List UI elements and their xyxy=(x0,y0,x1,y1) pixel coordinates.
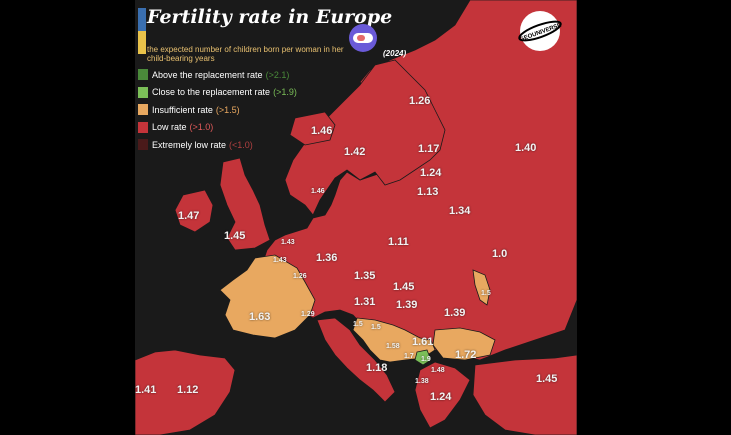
baby-bottle-icon xyxy=(343,18,383,58)
region-value-kosovo: 1.9 xyxy=(421,356,431,363)
region-value-portugal: 1.41 xyxy=(135,384,157,396)
legend-swatch xyxy=(138,121,148,133)
region-uk[interactable] xyxy=(219,157,271,251)
region-value-denmark: 1.46 xyxy=(311,188,325,195)
region-value-slovakia: 1.45 xyxy=(393,281,415,293)
legend-label: Close to the replacement rate xyxy=(152,87,271,98)
region-iceland[interactable] xyxy=(289,111,336,146)
region-value-belgium: 1.43 xyxy=(273,257,287,264)
region-greece[interactable] xyxy=(414,361,471,429)
legend-label: Extremely low rate xyxy=(152,139,227,150)
region-value-italy: 1.18 xyxy=(366,362,388,374)
region-value-croatia: 1.5 xyxy=(371,324,381,331)
region-value-moldova: 1.5 xyxy=(481,290,491,297)
region-value-switzerland: 1.29 xyxy=(301,311,315,318)
region-france[interactable] xyxy=(219,254,316,339)
legend-item-insufficient: Insufficient rate (>1.5) xyxy=(138,101,297,119)
region-iberia[interactable] xyxy=(135,349,236,435)
legend-value: (>1.5) xyxy=(215,104,240,115)
year-label: (2024) xyxy=(383,49,407,58)
map-title: Fertility rate in Europe xyxy=(147,6,393,28)
region-value-france: 1.63 xyxy=(249,311,271,323)
map-subtitle: the expected number of children born per… xyxy=(147,45,344,63)
region-value-netherlands: 1.43 xyxy=(281,239,295,246)
region-value-czechia: 1.35 xyxy=(354,270,376,282)
legend-value: (>2.1) xyxy=(265,69,290,80)
region-value-united-kingdom: 1.45 xyxy=(224,230,246,242)
legend-value: (>1.9) xyxy=(273,87,297,98)
region-value-lithuania: 1.13 xyxy=(417,186,439,198)
region-value-belarus: 1.34 xyxy=(449,205,471,217)
region-kosovo[interactable] xyxy=(414,349,432,366)
region-value-hungary: 1.39 xyxy=(396,299,418,311)
region-italy[interactable] xyxy=(316,317,396,403)
legend-swatch xyxy=(138,139,148,151)
region-value-ukraine: 1.0 xyxy=(492,248,508,260)
legend-swatch xyxy=(138,86,148,98)
region-value-austria: 1.31 xyxy=(354,296,376,308)
title-bar-bottom xyxy=(138,31,146,54)
region-value-russia: 1.40 xyxy=(515,142,537,154)
region-value-montenegro: 1.7 xyxy=(404,353,414,360)
map-frame: Fertility rate in Europe the expected nu… xyxy=(135,0,577,435)
region-value-germany: 1.36 xyxy=(316,252,338,264)
region-value-north-macedonia: 1.48 xyxy=(431,367,445,374)
legend-label: Insufficient rate xyxy=(152,104,213,115)
map-legend: Above the replacement rate (>2.1) Close to… xyxy=(138,66,297,154)
region-value-serbia: 1.61 xyxy=(412,336,434,348)
region-ireland[interactable] xyxy=(174,189,214,233)
region-value-ireland: 1.47 xyxy=(178,210,200,222)
legend-swatch xyxy=(138,104,148,116)
region-value-bosnia-and-herzegovina: 1.58 xyxy=(386,343,400,350)
region-value-finland: 1.26 xyxy=(409,95,431,107)
region-value-luxembourg: 1.26 xyxy=(293,273,307,280)
region-turkey[interactable] xyxy=(472,354,577,435)
region-value-bulgaria: 1.72 xyxy=(455,349,477,361)
region-value-slovenia: 1.5 xyxy=(353,321,363,328)
region-value-albania: 1.38 xyxy=(415,378,429,385)
region-value-latvia: 1.24 xyxy=(420,167,442,179)
europe-map[interactable] xyxy=(135,0,577,435)
region-value-spain: 1.12 xyxy=(177,384,199,396)
legend-item-close: Close to the replacement rate (>1.9) xyxy=(138,84,297,102)
legend-value: (<1.0) xyxy=(229,139,253,150)
geouniverse-logo-icon: GEOUNIVERSE xyxy=(517,8,563,54)
region-value-iceland: 1.46 xyxy=(311,125,333,137)
legend-value: (>1.0) xyxy=(189,122,214,133)
region-value-poland: 1.11 xyxy=(388,236,409,248)
region-value-estonia: 1.17 xyxy=(418,143,440,155)
legend-label: Above the replacement rate xyxy=(152,69,263,80)
legend-item-low: Low rate (>1.0) xyxy=(138,119,297,137)
legend-swatch xyxy=(138,69,148,81)
region-value-romania: 1.39 xyxy=(444,307,466,319)
region-moldova[interactable] xyxy=(472,269,491,306)
legend-item-above: Above the replacement rate (>2.1) xyxy=(138,66,297,84)
region-value-norway: 1.42 xyxy=(344,146,366,158)
title-accent-bar xyxy=(138,8,146,54)
legend-item-extremely-low: Extremely low rate (<1.0) xyxy=(138,136,297,154)
region-value-greece: 1.24 xyxy=(430,391,452,403)
title-bar-top xyxy=(138,8,146,31)
region-bulgaria[interactable] xyxy=(432,327,496,361)
legend-label: Low rate xyxy=(152,122,187,133)
region-value-turkey: 1.45 xyxy=(536,373,558,385)
